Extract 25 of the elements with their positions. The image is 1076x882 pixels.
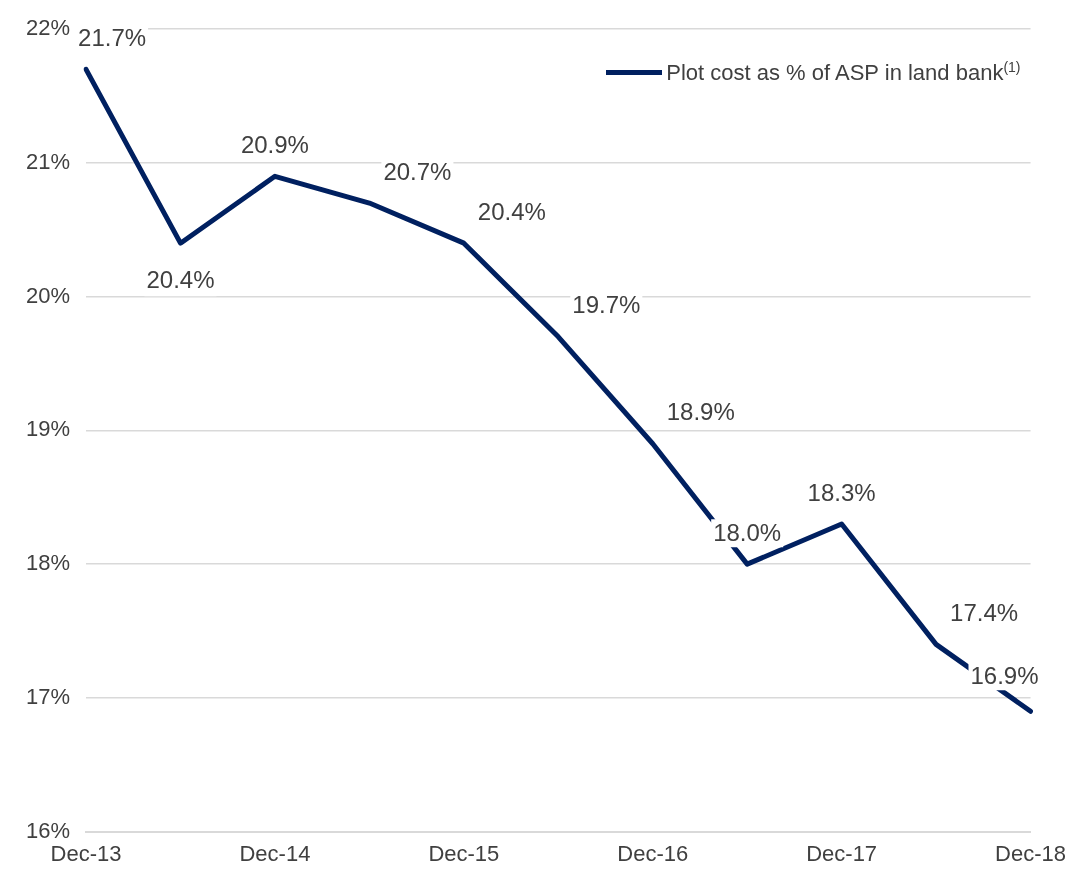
y-tick-label: 19%: [25, 416, 71, 442]
x-tick-label: Dec-15: [428, 840, 500, 866]
data-label: 21.7%: [78, 23, 147, 51]
x-tick-label: Dec-13: [50, 840, 122, 866]
data-label: 19.7%: [572, 291, 641, 319]
y-tick-label: 18%: [25, 550, 71, 576]
data-label: 16.9%: [970, 661, 1039, 689]
y-tick-label: 17%: [25, 683, 71, 709]
data-label: 20.4%: [146, 265, 215, 293]
legend-label: Plot cost as % of ASP in land bank$^{(1)}$: [666, 59, 1021, 87]
y-tick-label: 21%: [25, 149, 71, 174]
y-tick-label: 16%: [25, 817, 71, 843]
data-label: 18.3%: [807, 478, 876, 506]
data-label: 18.0%: [713, 518, 782, 546]
x-tick-label: Dec-17: [806, 840, 878, 866]
data-label: 18.9%: [666, 398, 735, 426]
data-label: 20.9%: [240, 130, 309, 158]
x-tick-label: Dec-18: [995, 840, 1066, 866]
x-tick-label: Dec-16: [617, 840, 689, 866]
x-tick-label: Dec-14: [239, 840, 311, 866]
data-label: 20.7%: [383, 157, 452, 185]
y-tick-label: 22%: [25, 15, 71, 41]
data-label: 20.4%: [477, 197, 546, 225]
y-tick-label: 20%: [25, 282, 71, 308]
data-label: 17.4%: [950, 599, 1019, 626]
